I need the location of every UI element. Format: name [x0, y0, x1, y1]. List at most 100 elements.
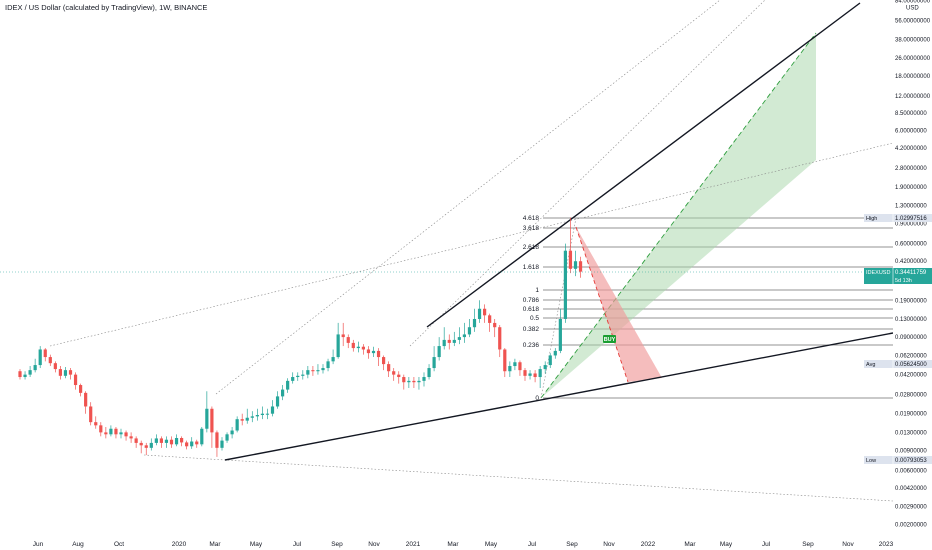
candle — [124, 430, 128, 441]
candle — [220, 437, 224, 451]
candle-body — [164, 439, 169, 443]
candle-body — [43, 349, 47, 358]
x-tick-label: May — [485, 541, 498, 548]
plot-area[interactable]: 4.618 3.618 2.618 1.618 1 0.786 0.618 0.5 0.382 0… — [18, 0, 893, 502]
candle-body — [472, 318, 477, 328]
x-tick-label: Sep — [566, 541, 578, 548]
candle — [43, 348, 47, 362]
candle-body — [483, 308, 487, 316]
y-tick-label: 26.00000000 — [895, 56, 931, 62]
candle-body — [94, 422, 98, 426]
y-tick-label: 0.60000000 — [895, 242, 927, 248]
candle-body — [281, 389, 285, 397]
candle — [230, 427, 234, 439]
candle-body — [230, 430, 234, 435]
short-risk-zone — [576, 227, 662, 382]
candle-body — [190, 441, 194, 447]
candle — [245, 408, 249, 424]
y-tick-label: 0.00290000 — [895, 504, 927, 510]
price-marker-label: Avg — [866, 362, 875, 368]
candle — [180, 436, 184, 447]
candle — [119, 428, 123, 439]
candle-body — [578, 261, 583, 272]
candlesticks — [18, 217, 583, 457]
candle — [89, 402, 93, 426]
candle-body — [99, 425, 103, 433]
time-axis[interactable]: Jun Aug Oct 2020 Mar May Jul Sep Nov 2021 Mar May Ju… — [33, 541, 894, 548]
candle — [366, 346, 371, 359]
candle-body — [260, 413, 264, 416]
price-marker-box — [864, 214, 932, 222]
price-marker-box — [864, 360, 932, 368]
candle-body — [427, 368, 431, 378]
candle — [215, 430, 219, 457]
resistance-trend-line — [426, 2, 861, 328]
y-tick-label: 0.01900000 — [895, 412, 927, 418]
candle-body — [493, 322, 497, 328]
candle — [255, 408, 259, 421]
candle — [392, 368, 396, 381]
candle — [301, 370, 305, 380]
candle — [361, 344, 365, 355]
candle — [79, 383, 83, 397]
candle-body — [154, 438, 158, 443]
candle — [311, 366, 315, 376]
candle-body — [366, 349, 371, 354]
y-unit-label: USD — [906, 5, 919, 11]
candle — [225, 432, 229, 443]
x-tick-label: Sep — [802, 541, 814, 548]
candle-body — [114, 428, 118, 435]
candle — [483, 304, 487, 323]
candle-body — [432, 357, 436, 369]
candle-body — [341, 334, 345, 338]
fib-level-label: 4.618 — [523, 215, 540, 222]
dotted-channel-bottom-line — [143, 454, 893, 502]
candle-body — [73, 374, 78, 386]
candle — [326, 358, 330, 372]
y-tick-label: 1.30000000 — [895, 204, 927, 210]
y-tick-label: 8.50000000 — [895, 111, 927, 117]
candle — [281, 385, 285, 401]
candle-body — [417, 380, 421, 383]
candle-body — [457, 337, 461, 340]
candle-body — [376, 350, 381, 358]
candle-body — [467, 327, 472, 335]
candle — [543, 361, 547, 374]
chart-title: IDEX / US Dollar (calculated by TradingV… — [5, 3, 208, 12]
candle — [28, 366, 32, 378]
x-tick-label: 2020 — [172, 541, 187, 548]
y-tick-label: 56.00000000 — [895, 18, 931, 24]
candle — [376, 348, 381, 367]
candle — [265, 408, 270, 420]
candle — [169, 436, 174, 448]
candle-body — [63, 370, 68, 376]
candle-body — [351, 342, 355, 349]
x-tick-label: 2021 — [406, 541, 421, 548]
candle-body — [109, 428, 113, 435]
candle — [144, 442, 148, 456]
candle — [159, 436, 163, 448]
candle — [63, 367, 68, 379]
price-marker-value: 0.00793053 — [895, 458, 927, 464]
candle-body — [447, 339, 451, 343]
dotted-fan-line-2 — [409, 0, 766, 347]
candle-body — [291, 377, 295, 381]
candle — [68, 368, 73, 380]
trend-lines[interactable] — [49, 0, 893, 502]
candle — [538, 366, 542, 389]
candle-body — [119, 432, 123, 435]
candle — [488, 313, 492, 332]
candle-body — [134, 438, 138, 443]
candle — [356, 341, 360, 353]
candle — [548, 353, 552, 369]
long-projection-line — [540, 32, 817, 399]
candle — [351, 339, 355, 352]
candle-body — [563, 250, 567, 319]
price-marker-value: 0.05624500 — [895, 362, 927, 368]
candle-body — [205, 408, 209, 429]
fib-level-label: 0.618 — [523, 306, 540, 313]
y-tick-label: 0.42000000 — [895, 259, 927, 265]
x-tick-label: Mar — [447, 541, 459, 548]
